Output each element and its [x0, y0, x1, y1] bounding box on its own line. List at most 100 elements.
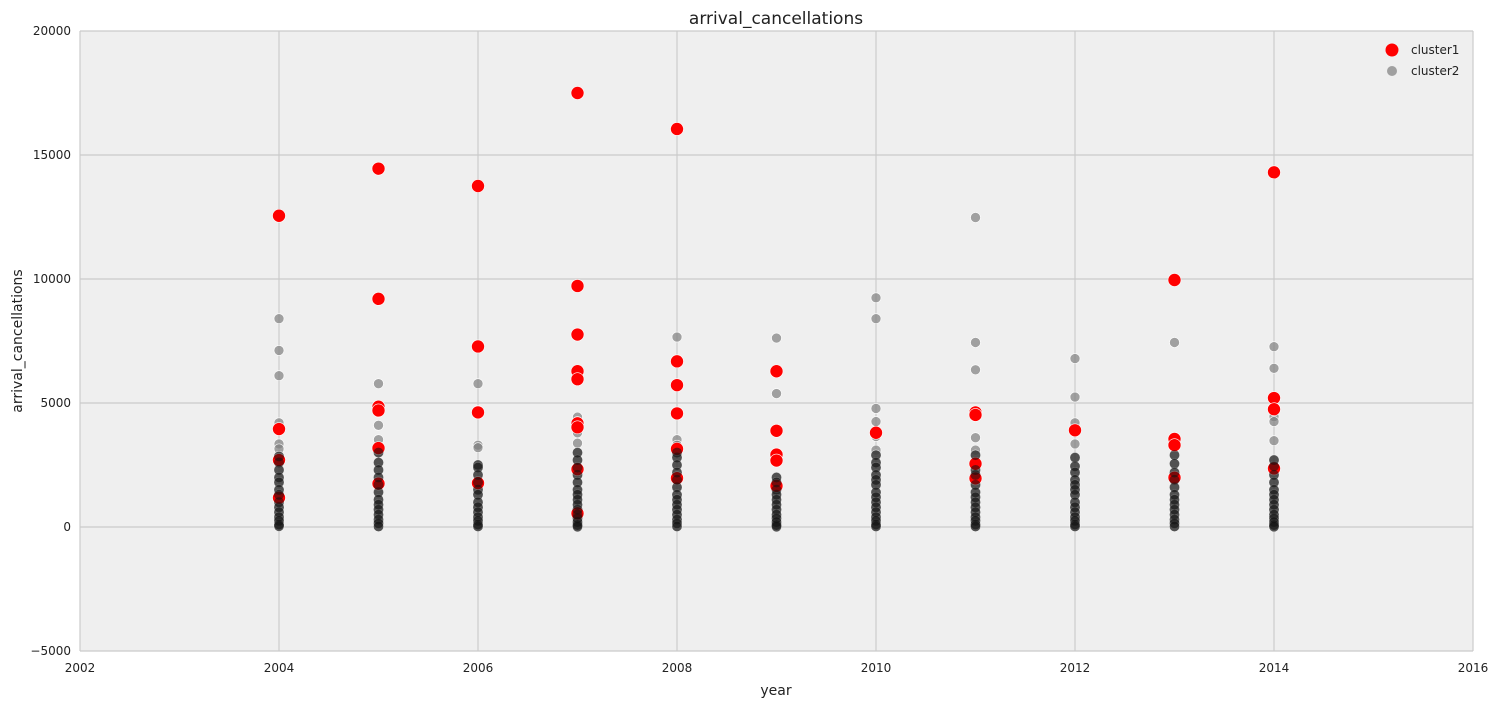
cluster2-point-overlap [1070, 452, 1080, 463]
cluster2-point-overlap [274, 521, 284, 532]
cluster1-point [769, 453, 784, 468]
cluster2-point-overlap [871, 479, 881, 490]
cluster2-point-overlap [373, 464, 384, 475]
legend-marker-cluster1 [1385, 43, 1399, 57]
cluster2-point-overlap [672, 452, 682, 463]
cluster2-point [373, 378, 384, 389]
cluster1-point [371, 292, 386, 306]
cluster2-point-overlap [871, 450, 881, 461]
cluster2-point-overlap [473, 489, 483, 500]
x-tick-label: 2014 [1259, 661, 1290, 675]
cluster2-point [273, 370, 285, 382]
cluster2-point-overlap [1070, 521, 1080, 532]
y-tick-labels: −5000 0 5000 10000 15000 20000 [30, 24, 71, 658]
cluster2-point [1268, 341, 1280, 353]
cluster2-point [1169, 337, 1180, 348]
cluster2-point-overlap [871, 462, 881, 473]
cluster2-point-overlap [672, 521, 682, 532]
cluster2-point-overlap [572, 469, 583, 480]
cluster1-point [1267, 402, 1281, 417]
cluster2-point-overlap [871, 521, 881, 532]
cluster2-point [1069, 391, 1081, 403]
cluster2-point-overlap [1269, 461, 1279, 472]
x-tick-label: 2010 [861, 661, 892, 675]
cluster2-point-overlap [970, 469, 981, 480]
x-tick-labels: 2002 2004 2006 2008 2010 2012 2014 2016 [65, 661, 1489, 675]
cluster2-point-overlap [1169, 474, 1180, 485]
cluster2-point-overlap [572, 462, 583, 473]
cluster1-point [371, 403, 386, 418]
cluster2-point [870, 292, 882, 304]
cluster2-point [1268, 362, 1280, 374]
cluster2-point-overlap [1169, 467, 1180, 478]
cluster1-point [769, 423, 784, 438]
cluster2-point-overlap [572, 447, 583, 458]
cluster2-point-overlap [1070, 467, 1080, 478]
x-tick-label: 2002 [65, 661, 96, 675]
cluster2-point [273, 313, 285, 324]
data-points [272, 86, 1281, 533]
cluster2-point [1069, 438, 1081, 450]
cluster2-point-overlap [1169, 458, 1180, 469]
cluster1-point [1167, 438, 1182, 452]
cluster1-point [869, 425, 883, 440]
x-tick-label: 2008 [662, 661, 693, 675]
cluster2-point [870, 416, 882, 427]
cluster2-point-overlap [970, 450, 981, 461]
cluster2-point-overlap [1169, 450, 1180, 461]
chart-title: arrival_cancellations [689, 9, 863, 29]
y-axis-label: arrival_cancellations [10, 269, 26, 412]
cluster2-point [970, 364, 981, 376]
cluster2-point [970, 337, 981, 348]
cluster2-point-overlap [1269, 477, 1279, 488]
cluster2-point [970, 432, 981, 444]
cluster2-point-overlap [672, 482, 682, 493]
cluster2-point-overlap [1169, 482, 1180, 493]
cluster1-point [670, 406, 684, 421]
cluster2-point [1069, 353, 1081, 364]
cluster1-point [570, 327, 585, 342]
cluster2-point-overlap [473, 521, 483, 532]
y-tick-label: 5000 [40, 396, 71, 410]
cluster2-point-overlap [274, 489, 284, 500]
cluster2-point-overlap [970, 521, 981, 532]
y-tick-label: 0 [63, 520, 71, 534]
cluster1-point [1267, 165, 1281, 180]
cluster2-point-overlap [672, 474, 682, 485]
cluster1-point [670, 122, 684, 136]
cluster1-point [272, 208, 286, 223]
cluster2-point-overlap [771, 521, 782, 532]
y-tick-label: −5000 [30, 644, 71, 658]
cluster2-point [572, 437, 583, 449]
cluster2-point [970, 212, 981, 223]
cluster1-point [570, 86, 585, 100]
cluster1-point [471, 179, 485, 193]
cluster2-point [373, 420, 384, 431]
cluster1-point [670, 354, 684, 369]
cluster2-point-overlap [970, 479, 981, 490]
cluster2-point-overlap [473, 477, 483, 488]
legend-label-cluster2: cluster2 [1411, 64, 1459, 78]
cluster2-point-overlap [373, 521, 384, 532]
x-tick-label: 2012 [1060, 661, 1091, 675]
cluster2-point [671, 331, 683, 343]
cluster1-point [570, 372, 585, 386]
cluster2-point [472, 442, 484, 453]
cluster2-point [1268, 416, 1280, 427]
cluster1-point [471, 339, 485, 354]
cluster2-point [1268, 435, 1280, 446]
cluster2-point-overlap [672, 467, 682, 478]
x-axis-label: year [760, 683, 791, 699]
cluster2-point-overlap [373, 457, 384, 468]
cluster2-point-overlap [672, 460, 682, 470]
cluster1-point [272, 422, 286, 436]
cluster1-point [570, 420, 585, 435]
cluster2-point-overlap [274, 464, 284, 475]
cluster2-point [771, 332, 782, 344]
legend-label-cluster1: cluster1 [1411, 43, 1459, 57]
cluster2-point-overlap [373, 487, 384, 498]
cluster2-point-overlap [274, 457, 284, 468]
cluster2-point-overlap [1269, 469, 1279, 480]
cluster2-point [771, 388, 782, 399]
cluster2-point-overlap [572, 521, 583, 532]
